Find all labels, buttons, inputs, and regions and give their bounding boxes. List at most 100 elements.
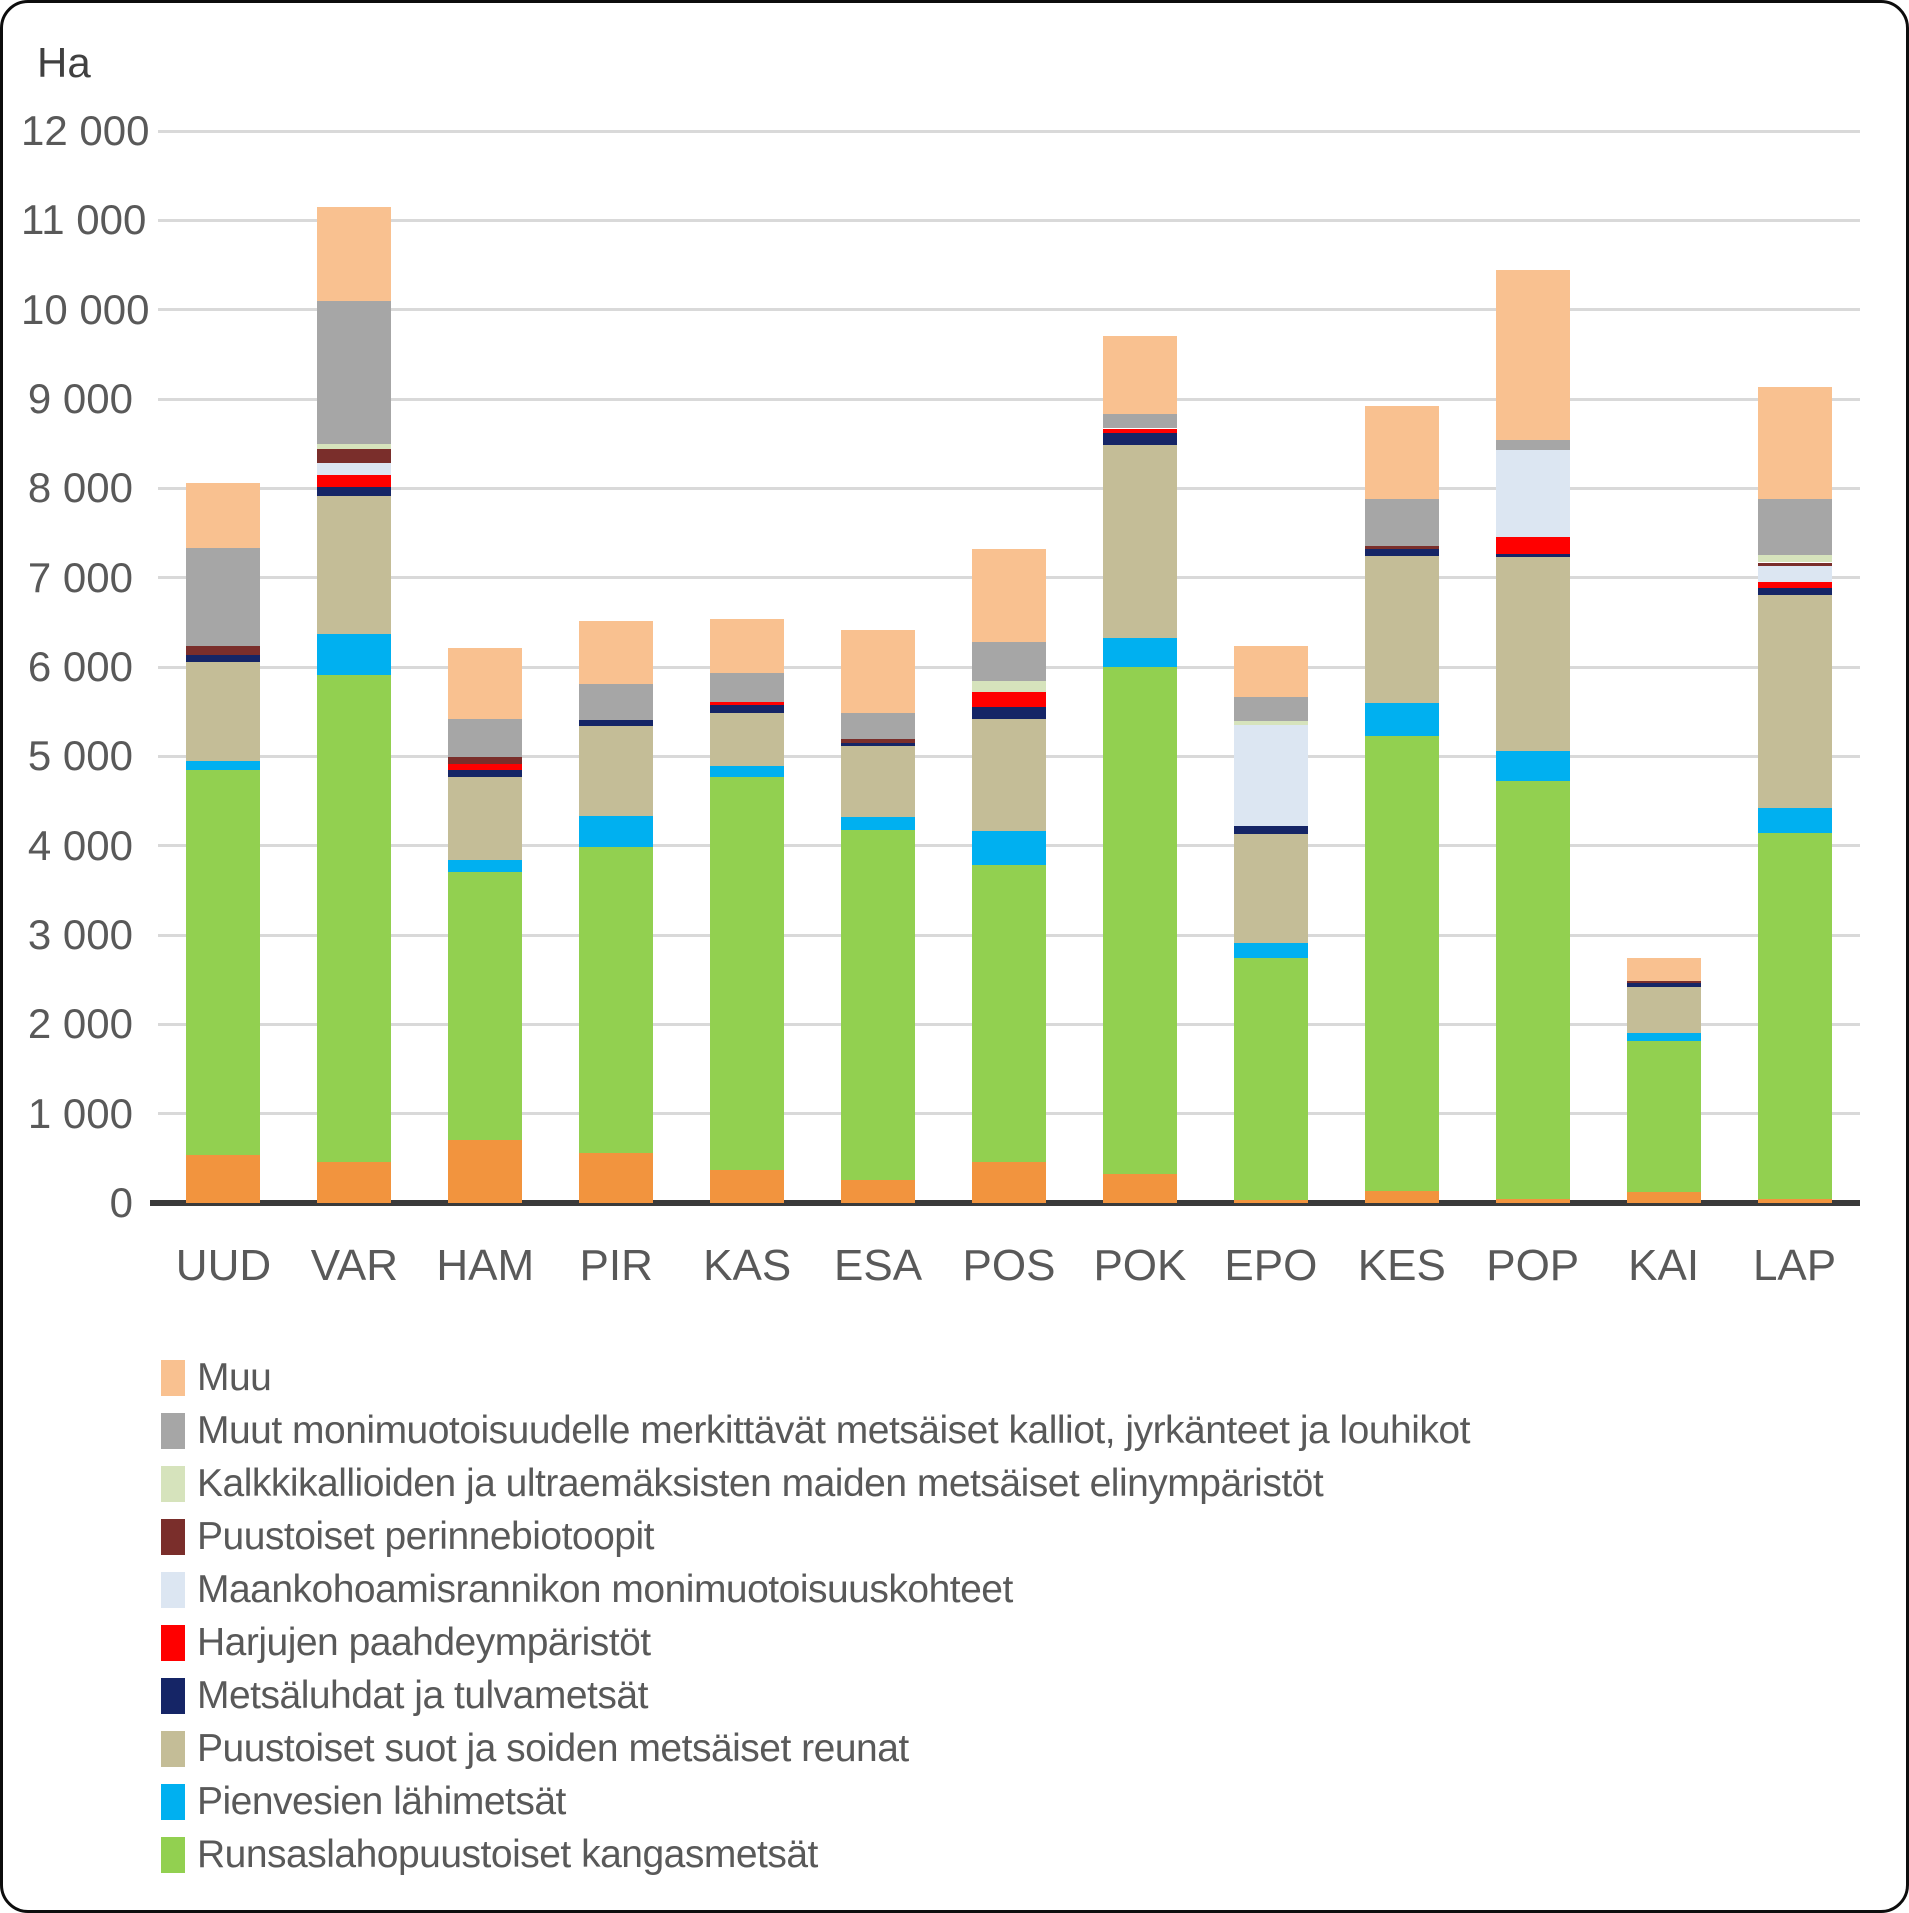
bar-segment-maankohoamisrannikon bbox=[1233, 725, 1308, 827]
x-axis-label-uud: UUD bbox=[175, 1241, 272, 1290]
bar-segment-puustoiset bbox=[710, 713, 785, 767]
x-axis-label-esa: ESA bbox=[834, 1241, 923, 1290]
bar-segment-harjujen bbox=[1495, 537, 1570, 554]
legend-item: Muut monimuotoisuudelle merkittävät mets… bbox=[161, 1404, 1470, 1457]
x-axis-label-lap: LAP bbox=[1752, 1241, 1837, 1290]
gridline-12000 bbox=[158, 129, 1860, 133]
bar-segment-pienvesien bbox=[317, 633, 392, 676]
y-tick-label: 0 bbox=[109, 1179, 133, 1226]
bar-kes bbox=[1364, 3, 1439, 1203]
bar-segment-puustoiset bbox=[579, 725, 654, 817]
x-axis-label-pir: PIR bbox=[579, 1241, 653, 1290]
bar-segment-orange bbox=[186, 1154, 261, 1203]
bar-segment-metsäluhdat bbox=[1495, 553, 1570, 558]
bar-pir bbox=[579, 3, 654, 1203]
bar-segment-runsaslahopuustoiset bbox=[972, 865, 1046, 1162]
bar-segment-orange bbox=[579, 1152, 654, 1203]
bar-segment-orange bbox=[317, 1161, 392, 1203]
bar-var bbox=[317, 3, 392, 1203]
bar-segment-kalkkikallioiden bbox=[317, 443, 392, 450]
bar-segment-runsaslahopuustoiset bbox=[841, 829, 916, 1180]
x-axis-label-kas: KAS bbox=[703, 1241, 792, 1290]
legend-swatch-icon bbox=[161, 1836, 185, 1873]
bar-segment-muut bbox=[710, 673, 785, 702]
bar-pop bbox=[1495, 3, 1570, 1203]
bar-segment-muu bbox=[1233, 645, 1308, 698]
legend-item: Kalkkikallioiden ja ultraemäksisten maid… bbox=[161, 1457, 1470, 1510]
bar-segment-runsaslahopuustoiset bbox=[317, 675, 392, 1162]
bar-segment-orange bbox=[1364, 1191, 1439, 1203]
x-axis-label-var: VAR bbox=[310, 1241, 398, 1290]
bar-segment-puustoiset bbox=[1757, 562, 1832, 567]
y-tick-label: 11 000 bbox=[21, 196, 147, 244]
legend-swatch-icon bbox=[161, 1359, 185, 1396]
bar-segment-runsaslahopuustoiset bbox=[1364, 735, 1439, 1192]
y-tick-label: 6 000 bbox=[27, 643, 133, 690]
bar-segment-pienvesien bbox=[448, 859, 523, 872]
bar-segment-harjujen bbox=[1757, 582, 1832, 588]
bar-epo bbox=[1233, 3, 1308, 1203]
legend-item-label: Harjujen paahdeympäristöt bbox=[197, 1620, 651, 1664]
y-tick-label: 9 000 bbox=[27, 375, 133, 422]
bar-segment-puustoiset bbox=[317, 449, 392, 464]
bar-segment-muu bbox=[1757, 387, 1832, 500]
bar-segment-muut bbox=[448, 718, 523, 758]
gridline-8000 bbox=[158, 486, 1860, 490]
bar-segment-muut bbox=[972, 642, 1046, 682]
y-tick-label: 10 000 bbox=[21, 285, 150, 333]
legend-item-label: Maankohoamisrannikon monimuotoisuuskohte… bbox=[197, 1567, 1013, 1611]
bar-segment-pienvesien bbox=[1626, 1033, 1701, 1042]
bar-segment-puustoiset bbox=[1102, 445, 1177, 638]
bar-segment-runsaslahopuustoiset bbox=[1495, 781, 1570, 1200]
bar-kai bbox=[1626, 3, 1701, 1203]
bar-segment-maankohoamisrannikon bbox=[317, 463, 392, 475]
bar-segment-puustoiset bbox=[1757, 594, 1832, 809]
bar-segment-puustoiset bbox=[448, 757, 523, 765]
gridline-9000 bbox=[158, 397, 1860, 401]
bar-segment-muut bbox=[579, 684, 654, 720]
bar-lap bbox=[1757, 3, 1832, 1203]
bar-segment-puustoiset bbox=[1495, 557, 1570, 751]
bar-segment-metsäluhdat bbox=[710, 704, 785, 714]
bar-segment-runsaslahopuustoiset bbox=[1233, 958, 1308, 1201]
bar-segment-pienvesien bbox=[1233, 943, 1308, 959]
legend-swatch-icon bbox=[161, 1465, 185, 1502]
legend-item: Puustoiset suot ja soiden metsäiset reun… bbox=[161, 1722, 1470, 1775]
legend-swatch-icon bbox=[161, 1624, 185, 1661]
legend-item: Puustoiset perinnebiotoopit bbox=[161, 1510, 1470, 1563]
bar-segment-runsaslahopuustoiset bbox=[1757, 833, 1832, 1200]
bar-segment-muu bbox=[1495, 270, 1570, 441]
bar-segment-orange bbox=[710, 1169, 785, 1203]
bar-segment-runsaslahopuustoiset bbox=[448, 871, 523, 1141]
bar-segment-pienvesien bbox=[1757, 808, 1832, 834]
gridline-11000 bbox=[158, 218, 1860, 222]
bar-segment-harjujen bbox=[1102, 428, 1177, 433]
legend-item-label: Puustoiset perinnebiotoopit bbox=[197, 1514, 655, 1558]
x-axis-label-pok: POK bbox=[1093, 1241, 1187, 1290]
bar-segment-orange bbox=[1102, 1173, 1177, 1203]
bar-segment-runsaslahopuustoiset bbox=[579, 846, 654, 1153]
bar-segment-puustoiset bbox=[1626, 980, 1701, 984]
bar-segment-runsaslahopuustoiset bbox=[1626, 1041, 1701, 1193]
legend-swatch-icon bbox=[161, 1571, 185, 1608]
bar-segment-muut bbox=[1233, 697, 1308, 721]
legend-item-label: Puustoiset suot ja soiden metsäiset reun… bbox=[197, 1726, 909, 1770]
bar-ham bbox=[448, 3, 523, 1203]
bar-segment-muu bbox=[186, 482, 261, 549]
y-axis-unit-label: Ha bbox=[37, 39, 91, 86]
x-axis-line bbox=[150, 1200, 1860, 1206]
bar-segment-muut bbox=[186, 548, 261, 646]
bar-segment-muut bbox=[1364, 499, 1439, 546]
bar-segment-pienvesien bbox=[1102, 637, 1177, 667]
bar-pos bbox=[972, 3, 1046, 1203]
y-tick-label: 2 000 bbox=[27, 1000, 133, 1048]
legend-item: Maankohoamisrannikon monimuotoisuuskohte… bbox=[161, 1563, 1470, 1616]
bar-segment-puustoiset bbox=[448, 776, 523, 860]
bar-segment-muu bbox=[710, 618, 785, 674]
legend-swatch-icon bbox=[161, 1730, 185, 1767]
y-tick-label: 5 000 bbox=[27, 732, 133, 780]
legend-item-label: Muut monimuotoisuudelle merkittävät mets… bbox=[197, 1408, 1470, 1452]
bar-segment-muu bbox=[841, 630, 916, 714]
bar-segment-metsäluhdat bbox=[448, 769, 523, 777]
